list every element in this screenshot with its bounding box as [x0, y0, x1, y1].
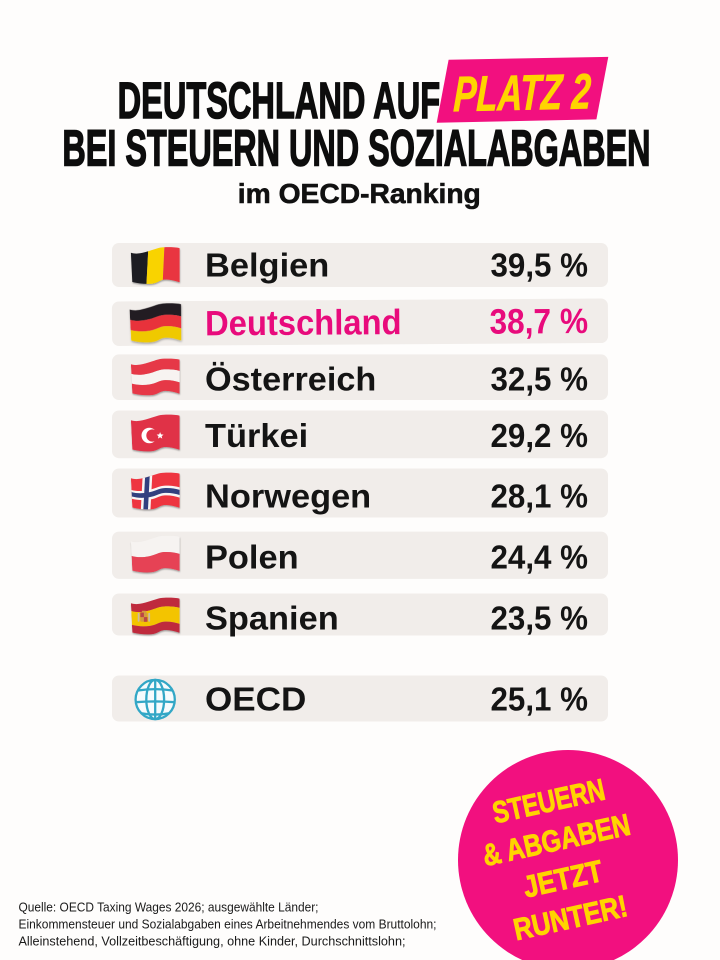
- svg-text:Einkommensteuer und Sozialabga: Einkommensteuer und Sozialabgaben eines …: [19, 917, 437, 932]
- svg-text:32,5 %: 32,5 %: [491, 360, 589, 398]
- svg-text:Polen: Polen: [205, 538, 299, 576]
- svg-text:Österreich: Österreich: [205, 360, 376, 398]
- svg-text:24,4 %: 24,4 %: [491, 538, 589, 576]
- svg-text:BEI STEUERN UND SOZIALABGABEN: BEI STEUERN UND SOZIALABGABEN: [62, 120, 650, 177]
- svg-text:39,5 %: 39,5 %: [491, 246, 589, 284]
- svg-text:38,7 %: 38,7 %: [489, 302, 588, 342]
- svg-text:DEUTSCHLAND AUF: DEUTSCHLAND AUF: [118, 73, 440, 130]
- svg-text:Türkei: Türkei: [205, 417, 308, 455]
- svg-text:28,1 %: 28,1 %: [491, 477, 589, 515]
- svg-text:25,1 %: 25,1 %: [491, 681, 589, 719]
- svg-text:Deutschland: Deutschland: [205, 303, 402, 343]
- svg-text:23,5 %: 23,5 %: [491, 599, 589, 637]
- svg-text:im OECD-Ranking: im OECD-Ranking: [238, 177, 481, 209]
- svg-text:OECD: OECD: [205, 681, 306, 719]
- svg-text:Norwegen: Norwegen: [205, 477, 371, 515]
- svg-text:29,2 %: 29,2 %: [491, 417, 589, 455]
- svg-text:Quelle: OECD Taxing Wages 2026: Quelle: OECD Taxing Wages 2026; ausgewäh…: [19, 900, 319, 915]
- svg-text:Belgien: Belgien: [205, 246, 329, 284]
- svg-text:Alleinstehend, Vollzeitbeschäf: Alleinstehend, Vollzeitbeschäftigung, oh…: [19, 934, 406, 949]
- svg-text:PLATZ 2: PLATZ 2: [453, 64, 593, 123]
- svg-text:Spanien: Spanien: [205, 599, 339, 637]
